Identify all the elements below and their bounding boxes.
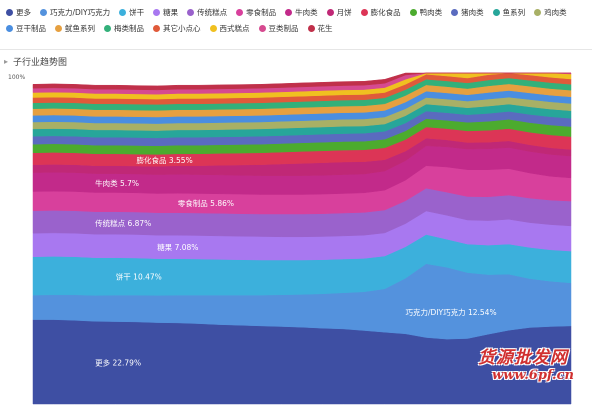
legend-label: 月饼 [336, 7, 352, 17]
legend-label: 西式糕点 [219, 23, 250, 33]
legend-dot-icon [187, 8, 195, 16]
series-data-label: 传统糕点 6.87% [95, 218, 151, 228]
area-series[interactable] [32, 72, 571, 91]
legend-item[interactable]: 巧克力/DIY巧克力 [40, 6, 110, 18]
chevron-right-icon[interactable]: ▸ [4, 56, 9, 66]
legend-label: 梅类制品 [114, 23, 144, 33]
series-data-label: 巧克力/DIY巧克力 12.54% [406, 307, 497, 317]
divider [0, 49, 592, 50]
series-data-label: 糖果 7.08% [157, 242, 198, 252]
legend-label: 传统糕点 [197, 7, 228, 17]
legend-item[interactable]: 鸭肉类 [409, 6, 443, 18]
legend-item[interactable]: 鱿鱼系列 [55, 22, 95, 34]
section-title: 子行业趋势图 [13, 57, 68, 68]
legend-dot-icon [492, 8, 500, 16]
series-data-label: 膨化食品 3.55% [137, 155, 193, 165]
legend-dot-icon [6, 24, 13, 32]
series-data-label: 牛肉类 5.7% [95, 178, 139, 188]
legend-label: 豆干制品 [16, 23, 46, 33]
section-header: ▸ 子行业趋势图 [4, 54, 67, 68]
legend-label: 鱿鱼系列 [65, 23, 95, 33]
legend-item[interactable]: 传统糕点 [187, 6, 227, 18]
legend-dot-icon [119, 8, 127, 16]
legend-item[interactable]: 豆类制品 [258, 22, 299, 34]
legend-item[interactable]: 零食制品 [236, 6, 276, 18]
legend-dot-icon [55, 24, 62, 32]
y-axis-top-label: 100% [8, 74, 26, 81]
legend-dot-icon [534, 8, 542, 16]
legend-dot-icon [104, 24, 111, 32]
legend-dot-icon [6, 8, 13, 16]
legend-dot-icon [153, 8, 161, 16]
legend-label: 其它小点心 [163, 23, 201, 33]
legend-item[interactable]: 其它小点心 [153, 22, 201, 34]
legend-dot-icon [285, 8, 293, 16]
legend-dot-icon [153, 24, 160, 32]
legend-dot-icon [209, 24, 217, 32]
legend-item[interactable]: 西式糕点 [209, 22, 250, 34]
legend-item[interactable]: 更多 [6, 6, 31, 18]
legend-label: 更多 [16, 7, 31, 17]
legend-item[interactable]: 花生 [307, 22, 333, 34]
legend-label: 鱼系列 [502, 7, 526, 17]
legend-item[interactable]: 糖果 [153, 6, 178, 18]
legend-dot-icon [451, 8, 459, 16]
legend-dot-icon [40, 8, 47, 16]
legend-dot-icon [409, 8, 417, 16]
legend-label: 牛肉类 [295, 7, 318, 17]
legend-label: 巧克力/DIY巧克力 [50, 7, 111, 17]
legend-item[interactable]: 猪肉类 [451, 6, 484, 18]
legend-label: 糖果 [163, 7, 179, 17]
legend-label: 猪肉类 [461, 7, 484, 17]
legend-label: 花生 [317, 23, 333, 33]
series-data-label: 饼干 10.47% [116, 271, 162, 281]
legend-item[interactable]: 梅类制品 [104, 22, 144, 34]
legend-label: 饼干 [129, 7, 145, 17]
legend-dot-icon [236, 8, 244, 16]
legend-item[interactable]: 膨化食品 [360, 6, 401, 18]
series-data-label: 更多 22.79% [95, 358, 141, 368]
legend-item[interactable]: 豆干制品 [6, 22, 46, 34]
chart-legend: 更多 巧克力/DIY巧克力 饼干 糖果 传统糕点 零食制品 牛肉类 月饼 膨化食品 鸭肉类 猪肉类 鱼… [6, 6, 590, 44]
legend-item[interactable]: 鸡肉类 [534, 6, 567, 18]
series-data-label: 零食制品 5.86% [178, 198, 234, 208]
legend-dot-icon [326, 8, 334, 16]
legend-item[interactable]: 月饼 [326, 6, 352, 18]
legend-item[interactable]: 牛肉类 [285, 6, 318, 18]
legend-label: 零食制品 [246, 7, 277, 17]
legend-item[interactable]: 鱼系列 [492, 6, 526, 18]
legend-label: 膨化食品 [370, 7, 401, 17]
legend-dot-icon [307, 24, 315, 32]
legend-label: 豆类制品 [268, 23, 299, 33]
legend-label: 鸡肉类 [544, 7, 567, 17]
legend-item[interactable]: 饼干 [119, 6, 144, 18]
legend-dot-icon [360, 8, 368, 16]
legend-dot-icon [258, 24, 266, 32]
legend-label: 鸭肉类 [419, 7, 443, 17]
